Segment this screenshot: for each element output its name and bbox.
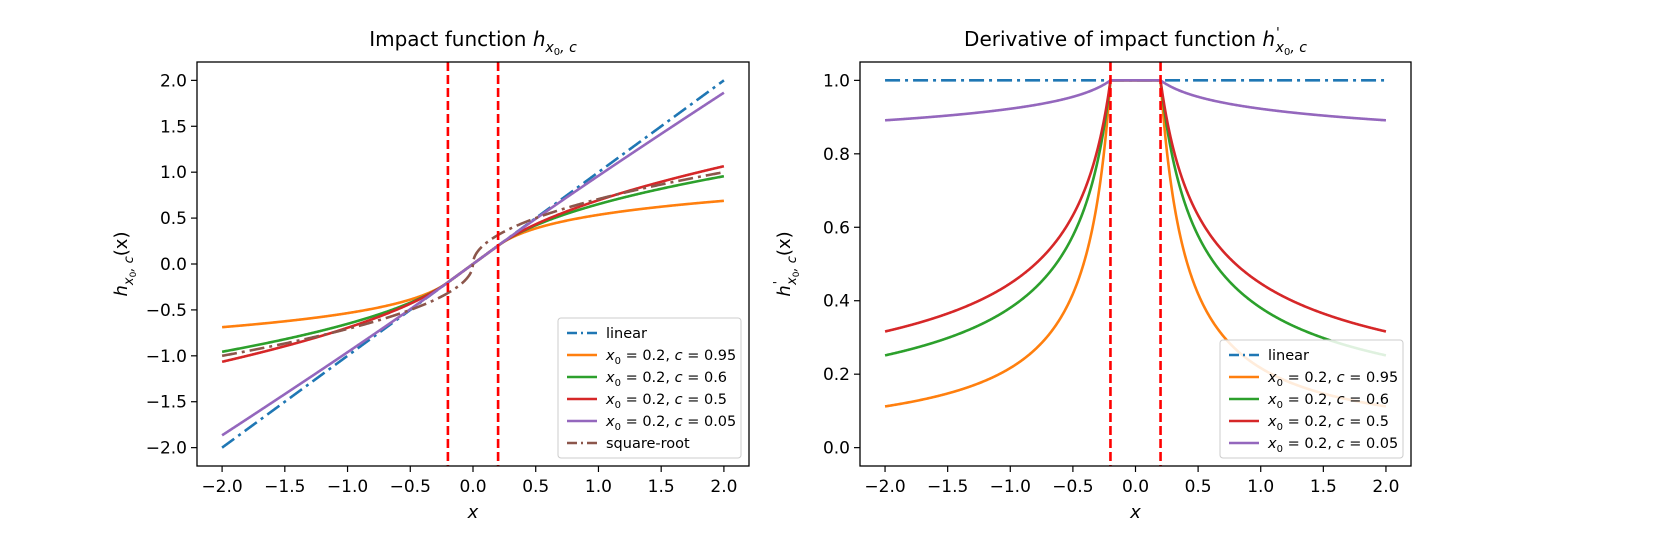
- x-tick-label: 2.0: [1372, 477, 1399, 497]
- series-line-c-0-05: [884, 79, 1387, 122]
- legend-box: [557, 317, 742, 459]
- y-tick-label: −2.0: [146, 439, 187, 459]
- y-tick-label: −1.0: [146, 347, 187, 367]
- y-tick-label: −0.5: [146, 301, 187, 321]
- legend-label: x0 = 0.2, c = 0.5: [1267, 414, 1389, 433]
- legend-item: x0 = 0.2, c = 0.95: [567, 348, 736, 367]
- legend: linear x0 = 0.2, c = 0.95 x0 = 0.2, c = 0.…: [1219, 339, 1404, 459]
- x-tick-label: −1.0: [327, 477, 368, 497]
- legend-label: x0 = 0.2, c = 0.5: [605, 392, 727, 411]
- y-tick-label: 1.0: [823, 71, 850, 91]
- legend-item: square-root: [567, 436, 690, 452]
- y-tick-label: 1.5: [160, 117, 187, 137]
- x-tick-label: 1.5: [1310, 477, 1337, 497]
- y-tick-label: 0.0: [160, 255, 187, 275]
- x-axis-label: x: [467, 502, 479, 523]
- x-tick-label: −1.5: [927, 477, 968, 497]
- legend-item: x0 = 0.2, c = 0.95: [1229, 370, 1398, 389]
- y-tick-label: 0.6: [823, 218, 850, 238]
- legend-label: square-root: [606, 436, 690, 452]
- y-tick-label: 2.0: [160, 71, 187, 91]
- chart-title: Impact function hx0, c: [369, 27, 577, 58]
- y-tick-label: 0.8: [823, 145, 850, 165]
- series-lines: [221, 79, 725, 449]
- impact-function-panel: −2.0 −1.5 −1.0 −0.5 0.0 0.5 1.0 1.5 2.0 −2.0 −1.5 −…: [111, 27, 750, 523]
- x-tick-label: 1.0: [585, 477, 612, 497]
- legend-item: x0 = 0.2, c = 0.5: [1229, 414, 1389, 433]
- legend-label: x0 = 0.2, c = 0.6: [605, 370, 727, 389]
- y-tick-label: 0.0: [823, 439, 850, 459]
- x-tick-label: −2.0: [201, 477, 242, 497]
- x-tick-label: 0.5: [522, 477, 549, 497]
- legend-item: x0 = 0.2, c = 0.05: [1229, 436, 1398, 455]
- y-tick-label: 0.2: [823, 365, 850, 385]
- legend-label: x0 = 0.2, c = 0.05: [1267, 436, 1398, 455]
- legend-box: [1219, 339, 1404, 459]
- x-tick-label: 0.0: [1122, 477, 1149, 497]
- x-tick-label: 0.0: [459, 477, 486, 497]
- legend-item: linear: [567, 326, 647, 342]
- y-axis-label: hx0, c(x): [111, 232, 139, 297]
- legend-label: x0 = 0.2, c = 0.95: [1267, 370, 1398, 389]
- y-tick-label: 1.0: [160, 163, 187, 183]
- x-tick-label: 0.5: [1185, 477, 1212, 497]
- x-tick-label: 2.0: [710, 477, 737, 497]
- x-tick-label: −0.5: [390, 477, 431, 497]
- series-line-c-0-05: [221, 91, 725, 437]
- legend: linear x0 = 0.2, c = 0.95 x0 = 0.2, c = 0.…: [557, 317, 742, 459]
- x-tick-label: −0.5: [1052, 477, 1093, 497]
- x-tick-label: 1.0: [1247, 477, 1274, 497]
- legend-label: x0 = 0.2, c = 0.05: [605, 414, 736, 433]
- y-tick-label: 0.4: [823, 292, 850, 312]
- x-axis-label: x: [1129, 502, 1141, 523]
- legend-label: linear: [606, 326, 647, 342]
- derivative-panel: −2.0 −1.5 −1.0 −0.5 0.0 0.5 1.0 1.5 2.0 0.0 0.2 0.4…: [771, 26, 1412, 523]
- legend-item: x0 = 0.2, c = 0.05: [567, 414, 736, 433]
- x-tick-label: 1.5: [648, 477, 675, 497]
- legend-label: x0 = 0.2, c = 0.95: [605, 348, 736, 367]
- x-tick-label: −2.0: [864, 477, 905, 497]
- x-tick-label: −1.0: [990, 477, 1031, 497]
- series-line-square-root: [221, 170, 725, 358]
- legend-item: x0 = 0.2, c = 0.6: [1229, 392, 1389, 411]
- legend-item: x0 = 0.2, c = 0.6: [567, 370, 727, 389]
- y-axis-label: h'x0, c(x): [771, 231, 802, 296]
- y-tick-label: 0.5: [160, 209, 187, 229]
- legend-item: x0 = 0.2, c = 0.5: [567, 392, 727, 411]
- legend-label: linear: [1268, 348, 1309, 364]
- legend-label: x0 = 0.2, c = 0.6: [1267, 392, 1389, 411]
- x-tick-label: −1.5: [264, 477, 305, 497]
- chart-title: Derivative of impact function h' x0, c: [964, 26, 1307, 58]
- legend-item: linear: [1229, 348, 1309, 364]
- y-tick-label: −1.5: [146, 393, 187, 413]
